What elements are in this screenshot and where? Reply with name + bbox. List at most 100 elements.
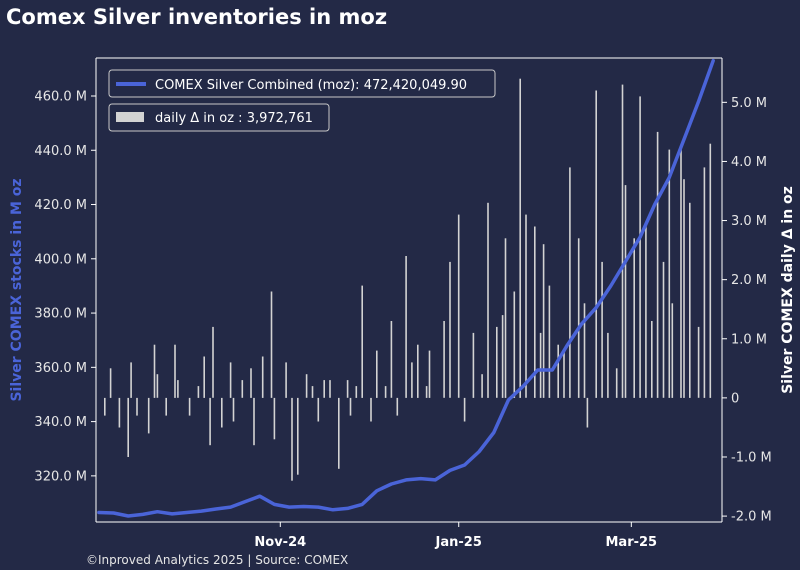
left-tick-label: 420.0 M	[34, 198, 87, 213]
daily-change-bar	[376, 350, 378, 398]
x-tick-label: Mar-25	[606, 535, 658, 550]
daily-change-bar	[253, 397, 255, 446]
daily-change-bar	[496, 326, 498, 398]
daily-change-bar	[457, 214, 460, 398]
daily-change-bar	[127, 397, 129, 457]
daily-change-bar	[519, 78, 521, 398]
daily-change-bar	[212, 326, 214, 398]
daily-change-bar	[270, 291, 273, 398]
daily-change-bar	[361, 285, 363, 398]
line-series-layer	[97, 58, 715, 518]
daily-change-bar	[411, 362, 413, 398]
daily-change-bar	[232, 397, 235, 422]
left-tick-label: 440.0 M	[34, 144, 87, 159]
daily-change-bar	[689, 202, 691, 398]
daily-change-bar	[656, 131, 659, 398]
daily-change-bar	[329, 380, 331, 398]
daily-change-bar	[607, 332, 609, 398]
right-axis-ticks: -2.0 M -1.0 M 0 1.0 M 2.0 M 3.0 M 4.0 M 5.0 M	[722, 96, 772, 525]
daily-change-bar	[229, 362, 232, 398]
left-tick-label: 360.0 M	[34, 361, 87, 376]
x-tick-label: Jan-25	[435, 535, 482, 550]
legend-line-label: COMEX Silver Combined (moz): 472,420,049…	[155, 78, 467, 93]
daily-change-bar	[595, 90, 597, 398]
right-tick-label: 5.0 M	[731, 96, 767, 111]
daily-change-bar	[683, 179, 685, 398]
footer-source: ©Inproved Analytics 2025 | Source: COMEX	[86, 553, 348, 567]
daily-change-bar	[481, 374, 483, 398]
left-tick-label: 460.0 M	[34, 89, 87, 104]
daily-change-bar	[323, 380, 325, 398]
inventory-line	[97, 58, 715, 518]
daily-change-bar	[417, 344, 419, 398]
daily-change-bar	[525, 214, 527, 398]
daily-change-bar	[534, 226, 536, 398]
daily-change-bar	[586, 397, 589, 428]
daily-change-bar	[203, 356, 205, 398]
daily-change-bar	[153, 344, 156, 398]
daily-change-bar	[273, 397, 276, 440]
daily-change-bar	[221, 397, 223, 428]
daily-change-bar	[487, 202, 489, 398]
daily-change-bar	[639, 96, 641, 398]
daily-change-bar	[305, 374, 308, 398]
daily-change-bar	[539, 332, 542, 398]
right-tick-label: -2.0 M	[731, 510, 772, 525]
bar-series	[104, 78, 712, 481]
daily-change-bar	[680, 149, 682, 398]
daily-change-bar	[165, 397, 167, 416]
left-axis-label: Silver COMEX stocks in M oz	[9, 178, 25, 401]
daily-change-bar	[577, 238, 580, 398]
right-tick-label: 0	[731, 391, 739, 406]
daily-change-bar	[624, 185, 627, 398]
daily-change-bar	[668, 149, 671, 398]
daily-change-bar	[443, 321, 445, 398]
daily-change-bar	[548, 285, 551, 398]
daily-change-bar	[425, 386, 428, 398]
daily-change-bar	[569, 167, 571, 398]
daily-change-bar	[563, 350, 565, 398]
x-tick-label: Nov-24	[254, 535, 306, 550]
daily-change-bar	[651, 321, 653, 398]
daily-change-bar	[463, 397, 466, 422]
daily-change-bar	[130, 362, 132, 398]
daily-change-bar	[504, 238, 507, 398]
daily-change-bar	[297, 397, 299, 475]
daily-change-bar	[645, 226, 647, 398]
daily-change-bar	[513, 291, 516, 398]
right-tick-label: 1.0 M	[731, 332, 767, 347]
left-axis-ticks: 320.0 M 340.0 M 360.0 M 380.0 M 400.0 M 420.0…	[34, 89, 96, 484]
left-tick-label: 380.0 M	[34, 307, 87, 322]
daily-change-bar	[311, 386, 314, 398]
daily-change-bar	[449, 261, 451, 398]
daily-change-bar	[472, 332, 475, 398]
daily-change-bar	[621, 84, 624, 398]
daily-change-bar	[188, 397, 191, 416]
daily-change-bar	[370, 397, 372, 422]
legend-bar-label: daily Δ in oz : 3,972,761	[155, 111, 313, 126]
daily-change-bar	[384, 386, 387, 398]
right-axis-label: Silver COMEX daily Δ in oz	[780, 186, 796, 394]
daily-change-bar	[285, 362, 287, 398]
daily-change-bar	[317, 397, 320, 422]
legend-line-box	[108, 69, 496, 98]
daily-change-bar	[177, 380, 179, 398]
right-tick-label: -1.0 M	[731, 450, 772, 465]
daily-change-bar	[709, 143, 712, 398]
left-tick-label: 400.0 M	[34, 252, 87, 267]
chart-title: Comex Silver inventories in moz	[6, 5, 387, 29]
right-tick-label: 3.0 M	[731, 214, 767, 229]
daily-change-bar	[390, 321, 393, 398]
daily-change-bar	[261, 356, 264, 398]
left-tick-label: 320.0 M	[34, 469, 87, 484]
daily-change-bar	[250, 368, 252, 398]
daily-change-bar	[349, 397, 352, 416]
daily-change-bar	[501, 315, 504, 398]
legend-bar-swatch	[116, 112, 144, 122]
daily-change-bar	[291, 397, 293, 481]
daily-change-bar	[136, 397, 138, 416]
daily-change-bar	[118, 397, 121, 428]
legend: COMEX Silver Combined (moz): 472,420,049…	[108, 69, 496, 132]
daily-change-bar	[697, 326, 700, 398]
